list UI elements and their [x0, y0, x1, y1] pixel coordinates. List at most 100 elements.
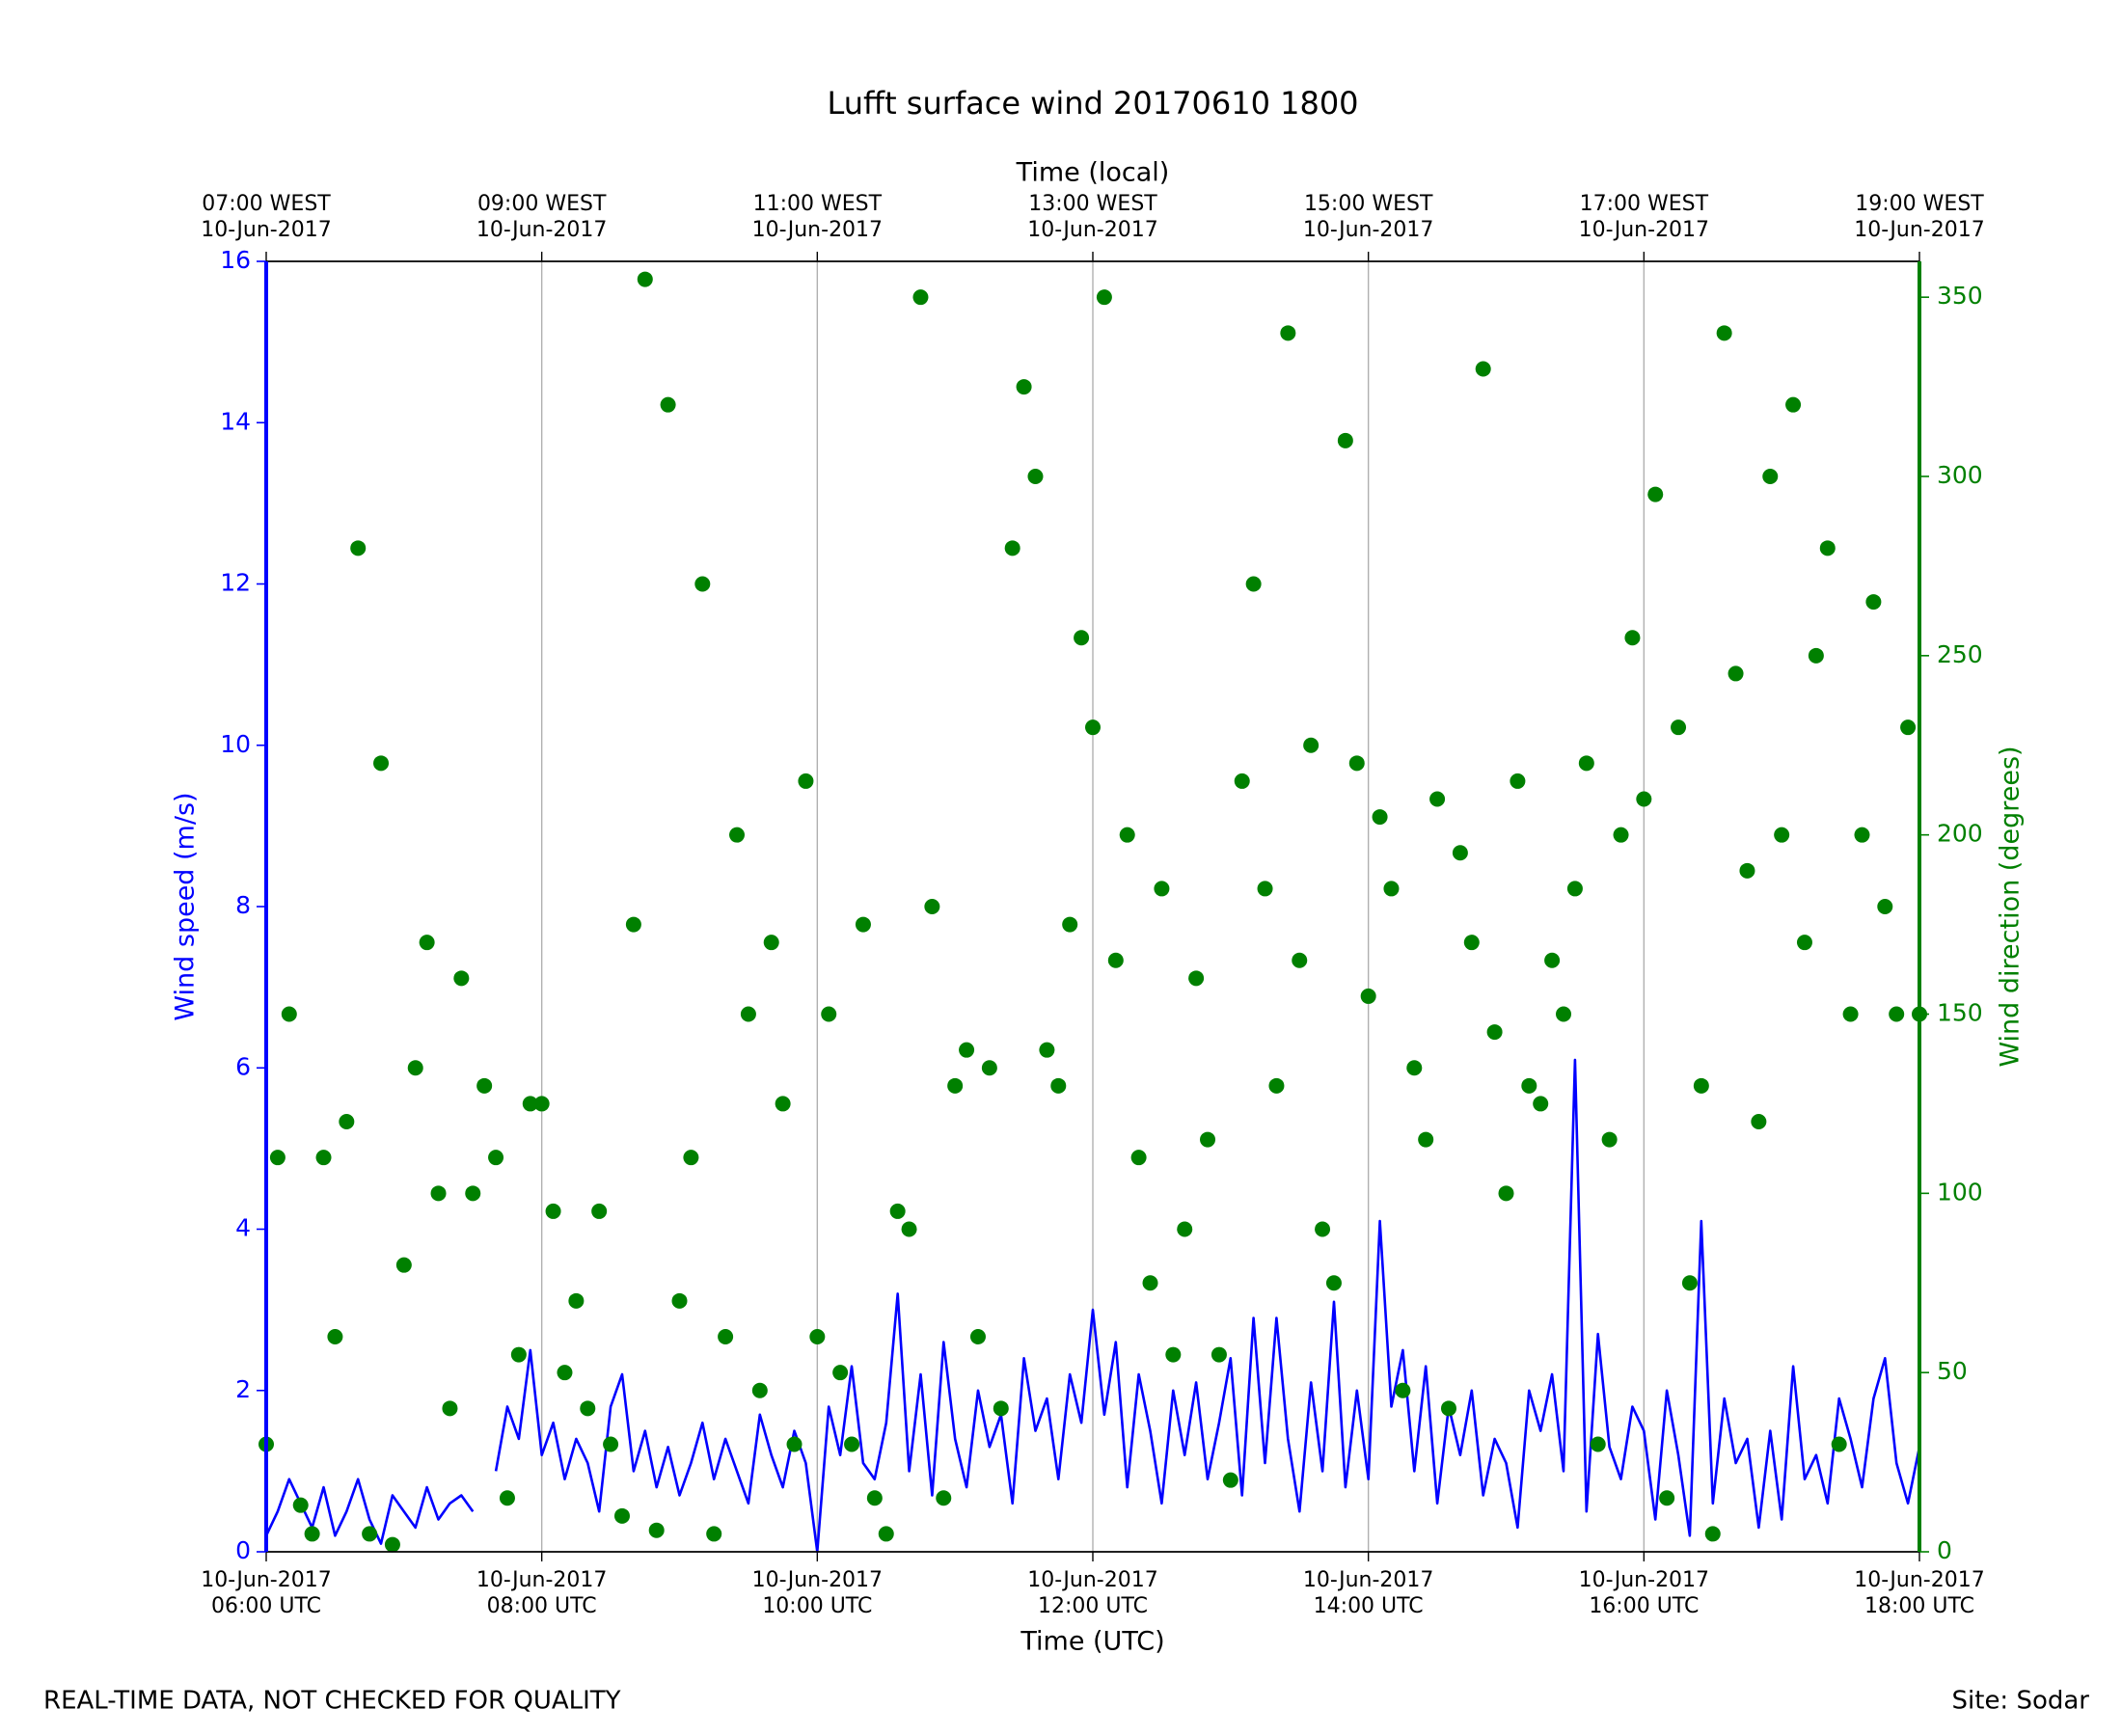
- direction-point: [1004, 540, 1020, 556]
- direction-point: [292, 1497, 309, 1513]
- x2-tick-label: 19:00 WEST 10-Jun-2017: [1854, 192, 1984, 242]
- direction-point: [1877, 899, 1893, 914]
- direction-point: [395, 1257, 412, 1273]
- direction-point: [648, 1522, 665, 1538]
- direction-point: [775, 1096, 791, 1112]
- direction-point: [969, 1329, 986, 1344]
- direction-point: [1177, 1221, 1193, 1237]
- x-tick-label: 10-Jun-2017 16:00 UTC: [1579, 1568, 1709, 1618]
- direction-point: [844, 1436, 860, 1452]
- direction-point: [522, 1096, 538, 1112]
- direction-point: [1613, 827, 1629, 843]
- direction-point: [1704, 1526, 1721, 1542]
- direction-point: [912, 289, 929, 306]
- direction-point: [959, 1042, 975, 1058]
- direction-point: [430, 1185, 447, 1202]
- direction-point: [1751, 1114, 1767, 1129]
- footer-note: REAL-TIME DATA, NOT CHECKED FOR QUALITY: [43, 1687, 621, 1716]
- direction-point: [1142, 1275, 1158, 1291]
- direction-point: [1510, 773, 1526, 789]
- direction-point: [1556, 1006, 1572, 1022]
- direction-point: [1119, 827, 1135, 843]
- direction-point: [1016, 379, 1032, 395]
- direction-point: [603, 1436, 619, 1452]
- direction-point: [1819, 540, 1836, 556]
- direction-point: [683, 1150, 699, 1166]
- direction-point: [1383, 881, 1400, 897]
- direction-point: [1234, 773, 1250, 789]
- direction-point: [1268, 1077, 1285, 1094]
- direction-point: [1257, 881, 1273, 897]
- y2-axis-label: Wind direction (degrees): [1996, 746, 2026, 1067]
- direction-point: [269, 1150, 286, 1166]
- y-tick-label: 0: [235, 1536, 251, 1564]
- direction-point: [1107, 952, 1124, 968]
- direction-point: [1681, 1275, 1698, 1291]
- direction-point: [866, 1490, 883, 1506]
- site-note: Site: Sodar: [1952, 1687, 2090, 1716]
- direction-point: [832, 1365, 849, 1381]
- y-axis-label: Wind speed (m/s): [171, 792, 201, 1020]
- direction-point: [315, 1150, 332, 1166]
- direction-point: [1521, 1077, 1537, 1094]
- direction-point: [1854, 827, 1870, 843]
- direction-point: [889, 1203, 906, 1219]
- direction-point: [1774, 827, 1790, 843]
- direction-point: [281, 1006, 297, 1022]
- direction-point: [1739, 862, 1755, 879]
- direction-point: [1463, 935, 1480, 951]
- direction-point: [1671, 719, 1687, 736]
- direction-point: [660, 396, 676, 413]
- y-tick-label: 10: [220, 730, 251, 758]
- direction-point: [1808, 647, 1824, 664]
- direction-point: [1337, 432, 1353, 448]
- direction-point: [1360, 988, 1376, 1004]
- direction-point: [1452, 845, 1468, 861]
- direction-point: [384, 1536, 400, 1553]
- direction-point: [751, 1382, 768, 1398]
- direction-point: [419, 935, 435, 951]
- direction-point: [855, 916, 871, 933]
- direction-point: [1647, 486, 1664, 502]
- direction-point: [1716, 325, 1732, 341]
- direction-point: [821, 1006, 837, 1022]
- direction-point: [499, 1490, 515, 1506]
- y2-tick-label: 200: [1937, 820, 1983, 848]
- direction-point: [947, 1077, 964, 1094]
- direction-point: [1475, 361, 1491, 377]
- direction-point: [1325, 1275, 1342, 1291]
- x-tick-label: 10-Jun-2017 18:00 UTC: [1854, 1568, 1984, 1618]
- direction-point: [373, 755, 390, 772]
- direction-point: [488, 1150, 504, 1166]
- direction-point: [798, 773, 814, 789]
- direction-point: [1785, 396, 1802, 413]
- direction-point: [1165, 1346, 1182, 1363]
- y2-tick-label: 0: [1937, 1536, 1952, 1564]
- direction-point: [1636, 791, 1652, 807]
- y-tick-label: 8: [235, 891, 251, 919]
- direction-point: [1498, 1185, 1514, 1202]
- direction-point: [1050, 1077, 1067, 1094]
- y-tick-label: 4: [235, 1214, 251, 1242]
- direction-point: [1601, 1131, 1618, 1148]
- direction-point: [1130, 1150, 1147, 1166]
- direction-point: [1831, 1436, 1847, 1452]
- direction-point: [671, 1292, 688, 1309]
- direction-point: [1303, 737, 1319, 753]
- direction-point: [1693, 1077, 1709, 1094]
- direction-point: [878, 1526, 894, 1542]
- direction-point: [1544, 952, 1561, 968]
- direction-point: [1074, 630, 1090, 646]
- chart-title: Lufft surface wind 20170610 1800: [827, 85, 1358, 122]
- direction-point: [362, 1526, 378, 1542]
- x2-tick-label: 09:00 WEST 10-Jun-2017: [476, 192, 607, 242]
- direction-point: [1222, 1472, 1238, 1488]
- direction-point: [1486, 1024, 1503, 1041]
- direction-point: [327, 1329, 343, 1344]
- direction-point: [533, 1096, 550, 1112]
- y-tick-label: 14: [220, 407, 251, 435]
- direction-point: [1348, 755, 1365, 772]
- direction-point: [901, 1221, 917, 1237]
- direction-point: [591, 1203, 608, 1219]
- direction-point: [1762, 469, 1779, 484]
